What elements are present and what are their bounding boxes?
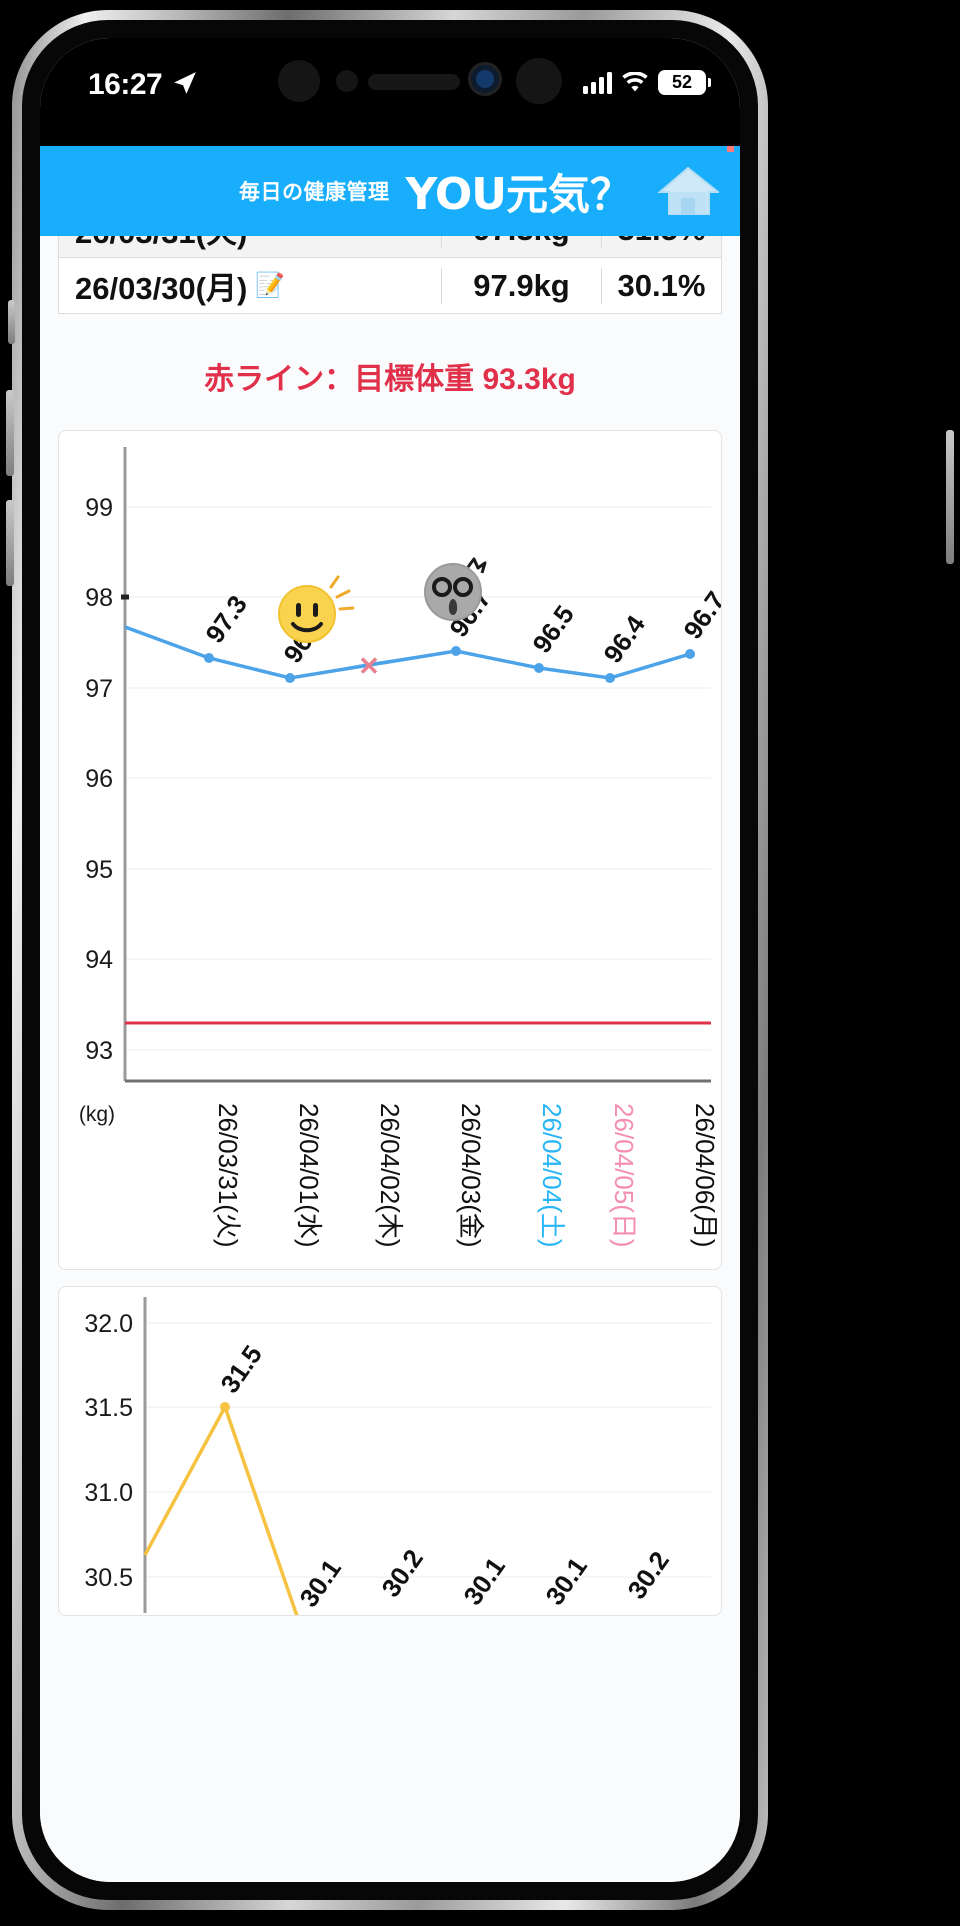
point-label: 30.1 [539, 1552, 593, 1611]
weight-line-gap-segment [289, 650, 457, 679]
ytick: 32.0 [84, 1310, 133, 1338]
location-arrow-icon [174, 72, 196, 94]
island-dot-1 [278, 60, 320, 102]
data-point [204, 653, 214, 663]
phone-screen: 16:27 52 毎日の健康管理 YOU [40, 38, 740, 1882]
row-fat: 30.1% [601, 267, 721, 304]
data-point [220, 1402, 230, 1412]
data-point [534, 663, 544, 673]
shocked-face-emoji [424, 557, 487, 621]
island-speaker-slot [368, 74, 460, 90]
data-point [451, 646, 461, 656]
recent-records-table[interactable]: 26/03/31(火) 97.3kg 31.5% 26/03/30(月) 📝 9… [58, 236, 722, 318]
ytick: 96 [85, 765, 113, 793]
y-axis-tick-labels: 99 98 97 96 95 94 93 [85, 494, 113, 1065]
row-date: 26/03/31(火) [59, 236, 441, 252]
header-tagline: 毎日の健康管理 [239, 181, 390, 204]
weight-chart[interactable]: 99 98 97 96 95 94 93 (kg) [59, 431, 721, 1269]
row-weight: 97.3kg [441, 236, 601, 248]
point-label: 30.2 [621, 1546, 675, 1605]
x-tick-label: 26/04/03(金) [456, 1103, 486, 1248]
logo-genki-text: 元気？ [505, 170, 632, 218]
target-weight-caption: 赤ライン：目標体重 93.3kg [204, 363, 576, 396]
x-tick-label: 26/04/06(月) [690, 1103, 720, 1248]
island-dot-3 [516, 58, 562, 104]
row-weight: 97.9kg [441, 267, 601, 304]
logo-you-text: YOU [405, 168, 507, 220]
chart-gridlines [125, 506, 711, 1051]
ytick: 30.5 [84, 1564, 133, 1592]
memo-note-icon: 📝 [255, 272, 286, 299]
weight-data-points [204, 646, 695, 683]
row-date: 26/03/30(月) 📝 [59, 263, 441, 308]
data-point [685, 649, 695, 659]
ytick: 31.0 [84, 1479, 133, 1507]
table-row[interactable]: 26/03/30(月) 📝 97.9kg 30.1% [58, 258, 722, 314]
page-content[interactable]: 26/03/31(火) 97.3kg 31.5% 26/03/30(月) 📝 9… [40, 236, 740, 1882]
x-tick-label: 26/04/01(水) [294, 1103, 324, 1248]
status-bar: 16:27 52 [40, 38, 740, 146]
x-tick-label-sunday: 26/04/05(日) [609, 1103, 639, 1248]
power-button[interactable] [946, 430, 954, 564]
wifi-icon [622, 71, 648, 91]
missing-value-marker: ✕ [358, 651, 380, 681]
app-logo: YOU 元気？ [405, 142, 734, 222]
volume-down-button[interactable] [6, 500, 14, 586]
x-tick-label: 26/03/31(火) [213, 1103, 243, 1248]
front-camera-lens [476, 70, 494, 88]
point-label: 31.5 [214, 1340, 268, 1399]
status-time: 16:27 [88, 68, 163, 101]
ytick: 94 [85, 946, 113, 974]
weight-chart-card[interactable]: 99 98 97 96 95 94 93 (kg) [58, 430, 722, 1270]
row-fat: 31.5% [601, 236, 721, 248]
smiley-emoji [278, 575, 355, 643]
x-tick-label-saturday: 26/04/04(土) [537, 1103, 567, 1248]
bodyfat-chart-card[interactable]: 32.0 31.5 31.0 30.5 31.5 30.1 30.2 30.1 … [58, 1286, 722, 1616]
ytick: 98 [85, 584, 113, 612]
logo-accent-dot [727, 142, 734, 152]
volume-up-button[interactable] [6, 390, 14, 476]
ytick: 93 [85, 1037, 113, 1065]
silent-switch[interactable] [8, 300, 15, 344]
app-header: 毎日の健康管理 YOU 元気？ [40, 142, 740, 236]
cellular-signal-icon [583, 71, 612, 94]
data-point [605, 673, 615, 683]
row-date-text: 26/03/30(月) [75, 271, 248, 306]
point-label: 30.1 [457, 1552, 511, 1611]
battery-indicator: 52 [658, 70, 711, 95]
ytick: 31.5 [84, 1394, 133, 1422]
chart-gridlines [145, 1322, 711, 1578]
status-indicators: 52 [583, 70, 711, 95]
point-label: 30.2 [375, 1544, 429, 1603]
ytick: 97 [85, 675, 113, 703]
home-button[interactable] [654, 162, 722, 220]
data-point [285, 673, 295, 683]
x-tick-label: 26/04/02(木) [375, 1103, 405, 1248]
y-axis-unit-label: (kg) [79, 1103, 115, 1126]
island-dot-2 [336, 70, 358, 92]
home-icon [657, 166, 719, 215]
bodyfat-chart[interactable]: 32.0 31.5 31.0 30.5 31.5 30.1 30.2 30.1 … [59, 1287, 721, 1615]
table-row[interactable]: 26/03/31(火) 97.3kg 31.5% [58, 236, 722, 258]
point-label: 30.1 [293, 1554, 347, 1613]
battery-level-text: 52 [671, 72, 693, 92]
ytick: 99 [85, 494, 113, 522]
ytick: 95 [85, 856, 113, 884]
